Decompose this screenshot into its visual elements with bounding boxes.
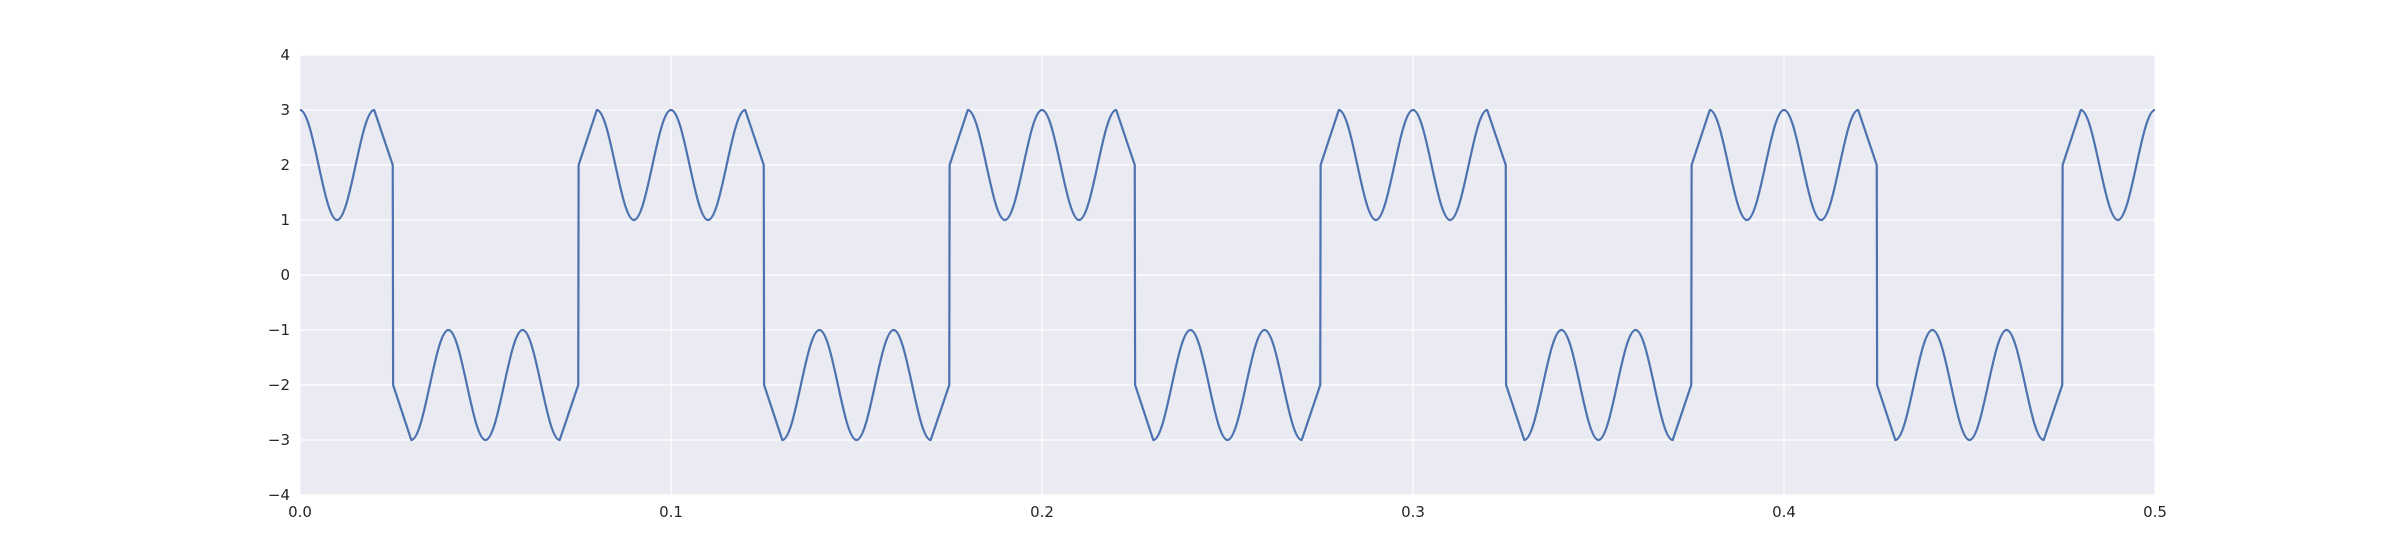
- y-axis-tick-labels: −4 −3 −2 −1 0 1 2 3 4: [268, 46, 290, 504]
- y-tick-label: 2: [280, 156, 290, 174]
- x-tick-label: 0.5: [2143, 503, 2167, 521]
- x-tick-label: 0.3: [1401, 503, 1425, 521]
- grid-lines: [299, 54, 2156, 496]
- x-axis-tick-labels: 0.0 0.1 0.2 0.3 0.4 0.5: [288, 503, 2167, 521]
- y-tick-label: −4: [268, 486, 290, 504]
- y-tick-label: 3: [280, 101, 290, 119]
- x-tick-label: 0.2: [1030, 503, 1054, 521]
- y-tick-label: −2: [268, 376, 290, 394]
- series-line: [299, 108, 2156, 442]
- y-tick-label: −1: [268, 321, 290, 339]
- y-tick-label: −3: [268, 431, 290, 449]
- y-tick-label: 4: [280, 46, 290, 64]
- y-tick-label: 0: [280, 266, 290, 284]
- y-tick-label: 1: [280, 211, 290, 229]
- x-tick-label: 0.1: [659, 503, 683, 521]
- series-layer: [299, 108, 2156, 442]
- x-tick-label: 0.4: [1772, 503, 1796, 521]
- x-tick-label: 0.0: [288, 503, 312, 521]
